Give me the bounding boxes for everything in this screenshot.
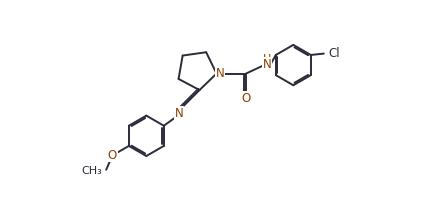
Text: O: O bbox=[108, 149, 117, 162]
Text: O: O bbox=[241, 92, 250, 105]
Text: Cl: Cl bbox=[328, 47, 340, 60]
Text: CH₃: CH₃ bbox=[81, 166, 102, 176]
Text: N: N bbox=[175, 107, 183, 120]
Text: H: H bbox=[262, 54, 271, 64]
Text: N: N bbox=[262, 58, 271, 71]
Text: N: N bbox=[215, 66, 224, 80]
